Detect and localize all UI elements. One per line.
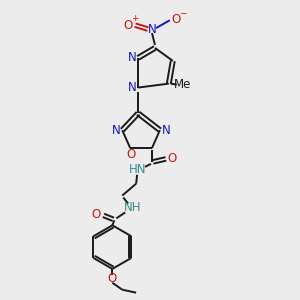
Text: −: − xyxy=(179,8,186,17)
Text: O: O xyxy=(108,272,117,285)
Text: O: O xyxy=(124,19,133,32)
Text: N: N xyxy=(148,22,156,36)
Text: NH: NH xyxy=(123,201,141,214)
Text: O: O xyxy=(167,152,176,165)
Text: N: N xyxy=(112,124,121,137)
Text: +: + xyxy=(131,14,139,23)
Text: O: O xyxy=(92,208,101,221)
Text: O: O xyxy=(171,13,180,26)
Text: Me: Me xyxy=(174,78,191,91)
Text: N: N xyxy=(161,124,170,137)
Text: N: N xyxy=(128,51,136,64)
Text: O: O xyxy=(127,148,136,161)
Text: HN: HN xyxy=(129,163,147,176)
Text: N: N xyxy=(128,81,136,94)
